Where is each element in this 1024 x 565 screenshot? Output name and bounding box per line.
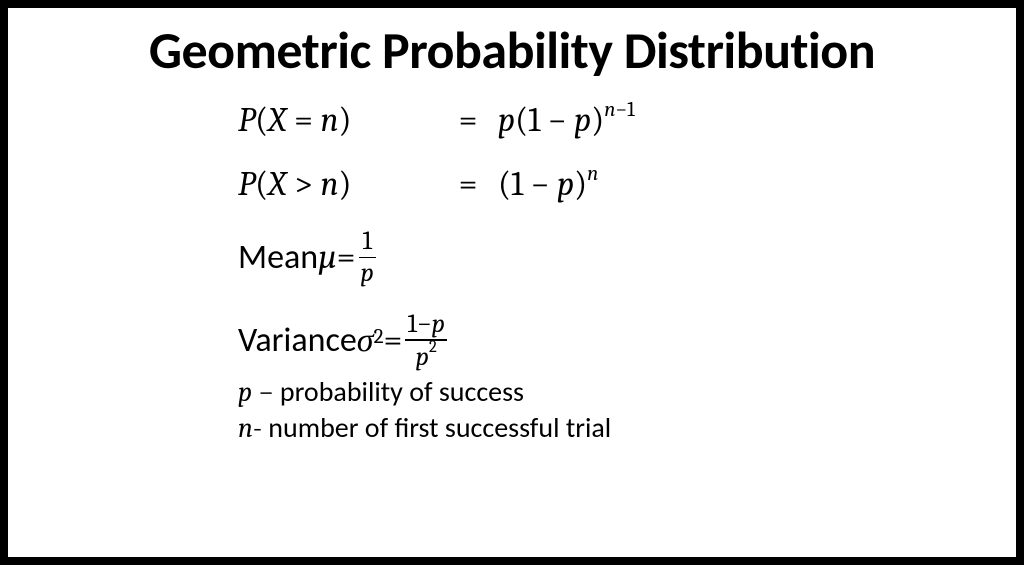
pmf-P: P	[238, 100, 255, 140]
pmf-rhs-p: p	[498, 100, 515, 140]
var-label: Variance	[238, 320, 357, 361]
mean-den: p	[359, 258, 376, 287]
var-fraction: 1−p p2	[405, 311, 447, 370]
var-sigma-exp: 2	[374, 325, 384, 349]
def-n-text: number of first successful trial	[268, 410, 611, 445]
ccdf-close: )	[339, 164, 352, 204]
var-num-p: p	[432, 308, 445, 339]
pmf-exp: n−1	[604, 98, 635, 122]
formula-pmf: P(X = n) = p(1 − p)n−1	[238, 100, 996, 140]
pmf-rhs-close: )	[591, 100, 604, 140]
mean-num: 1	[360, 228, 374, 257]
ccdf-n: n	[320, 164, 338, 204]
var-den: p2	[414, 341, 439, 370]
def-p-text: probability of success	[280, 374, 524, 409]
ccdf-open: (	[255, 164, 268, 204]
ccdf-X: X	[268, 164, 287, 204]
ccdf-eq: =	[438, 164, 498, 204]
var-den-exp: 2	[429, 338, 437, 357]
pmf-X: X	[268, 100, 287, 140]
mean-label: Mean	[238, 237, 318, 278]
pmf-n: n	[320, 100, 338, 140]
def-n: n- number of first successful trial	[238, 410, 996, 446]
formula-ccdf: P(X > n) = (1 − p)n	[238, 164, 996, 204]
def-p-dash: −	[252, 376, 280, 408]
pmf-lhs: P(X = n)	[238, 100, 438, 140]
mean-fraction: 1 p	[359, 228, 376, 287]
ccdf-exp-n: n	[587, 162, 598, 186]
mean-mu: µ	[318, 237, 337, 277]
ccdf-rhs: (1 − p)n	[498, 164, 598, 204]
var-sigma: σ	[357, 320, 374, 360]
ccdf-rhs-p: p	[557, 164, 574, 204]
var-num-pre: 1−	[407, 308, 431, 339]
formula-list: P(X = n) = p(1 − p)n−1 P(X > n) = (1 − p…	[28, 100, 996, 370]
ccdf-rhs-open: (1 −	[498, 164, 557, 204]
pmf-rhs: p(1 − p)n−1	[498, 100, 635, 140]
pmf-eq: =	[438, 100, 498, 140]
def-n-sym: n	[238, 412, 253, 444]
ccdf-rel: >	[287, 164, 321, 204]
var-den-p: p	[416, 340, 429, 371]
pmf-rhs-p2: p	[574, 100, 591, 140]
pmf-close: )	[339, 100, 352, 140]
def-n-dash: -	[253, 412, 268, 444]
var-num: 1−p	[405, 311, 447, 340]
formula-variance: Variance σ2 = 1−p p2	[238, 311, 996, 370]
formula-card: Geometric Probability Distribution P(X =…	[0, 0, 1024, 565]
var-eq: =	[384, 320, 403, 360]
pmf-rel: =	[287, 100, 321, 140]
def-p-sym: p	[238, 376, 252, 408]
mean-eq: =	[337, 237, 356, 277]
definitions: p − probability of success n- number of …	[28, 374, 996, 447]
pmf-exp-n: n	[604, 98, 615, 122]
ccdf-P: P	[238, 164, 255, 204]
pmf-rhs-open: (1 −	[515, 100, 574, 140]
def-p: p − probability of success	[238, 374, 996, 410]
page-title: Geometric Probability Distribution	[28, 18, 996, 82]
formula-mean: Mean µ = 1 p	[238, 228, 996, 287]
ccdf-lhs: P(X > n)	[238, 164, 438, 204]
pmf-exp-m1: −1	[615, 98, 634, 122]
pmf-open: (	[255, 100, 268, 140]
ccdf-rhs-close: )	[574, 164, 587, 204]
